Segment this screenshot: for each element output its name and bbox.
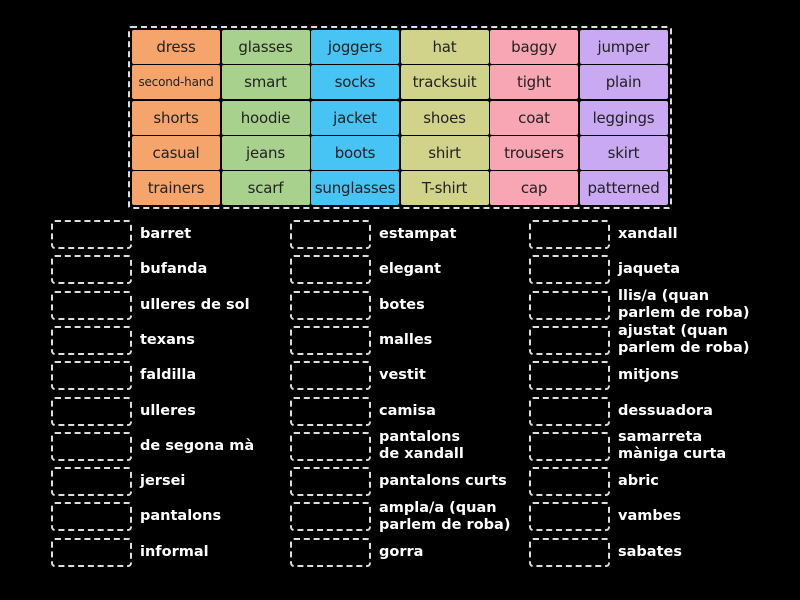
drop-slot[interactable] xyxy=(529,537,610,567)
word-tile[interactable]: glasses xyxy=(221,30,310,64)
drop-slot[interactable] xyxy=(51,431,132,461)
drop-slot[interactable] xyxy=(290,537,371,567)
target-label: camisa xyxy=(379,402,436,419)
drop-slot[interactable] xyxy=(290,502,371,532)
word-tile[interactable]: smart xyxy=(221,65,310,100)
drop-slot[interactable] xyxy=(51,361,132,391)
target-label: gorra xyxy=(379,543,424,560)
target-label: dessuadora xyxy=(618,402,713,419)
target-label: vestit xyxy=(379,367,426,384)
drop-slot[interactable] xyxy=(290,290,371,320)
word-tile[interactable]: trousers xyxy=(490,135,578,170)
word-tile[interactable]: jeans xyxy=(221,135,310,170)
target-label: texans xyxy=(140,331,195,348)
drop-slot[interactable] xyxy=(290,325,371,355)
drop-slot[interactable] xyxy=(51,255,132,285)
target-label: jaqueta xyxy=(618,261,681,278)
target-label: informal xyxy=(140,543,209,560)
word-tile[interactable]: baggy xyxy=(490,30,578,64)
target-label: ulleres de sol xyxy=(140,296,250,313)
drop-slot[interactable] xyxy=(290,467,371,497)
word-tile[interactable]: socks xyxy=(311,65,399,100)
drop-slot[interactable] xyxy=(529,325,610,355)
word-tile[interactable]: jacket xyxy=(311,100,399,135)
target-label: malles xyxy=(379,331,433,348)
word-tile[interactable]: plain xyxy=(579,65,668,100)
target-label: jersei xyxy=(140,473,186,490)
word-tile[interactable]: trainers xyxy=(132,171,220,206)
word-tile[interactable]: shoes xyxy=(400,100,489,135)
target-label: pantalons curts xyxy=(379,473,507,490)
target-label: mitjons xyxy=(618,367,679,384)
drop-slot[interactable] xyxy=(51,290,132,320)
drop-slot[interactable] xyxy=(290,220,371,249)
drop-slot[interactable] xyxy=(51,537,132,567)
target-label: pantalons xyxy=(140,508,222,525)
target-label: ajustat (quan parlem de roba) xyxy=(618,323,750,357)
word-tile[interactable]: tracksuit xyxy=(400,65,489,100)
drop-slot[interactable] xyxy=(529,220,610,249)
drop-slot[interactable] xyxy=(529,467,610,497)
target-label: botes xyxy=(379,296,425,313)
target-label: llis/a (quan parlem de roba) xyxy=(618,288,750,322)
drop-slot[interactable] xyxy=(290,396,371,426)
drop-slot[interactable] xyxy=(529,290,610,320)
target-label: pantalons de xandall xyxy=(379,429,464,463)
drop-slot[interactable] xyxy=(51,502,132,532)
drop-slot[interactable] xyxy=(290,431,371,461)
word-tile[interactable]: leggings xyxy=(579,100,668,135)
word-tile[interactable]: sunglasses xyxy=(311,171,399,206)
word-tile[interactable]: hoodie xyxy=(221,100,310,135)
drop-slot[interactable] xyxy=(51,396,132,426)
word-tile[interactable]: joggers xyxy=(311,30,399,64)
target-label: sabates xyxy=(618,543,682,560)
tile-area xyxy=(128,26,672,209)
drop-slot[interactable] xyxy=(290,255,371,285)
word-tile[interactable]: skirt xyxy=(579,135,668,170)
word-tile[interactable]: scarf xyxy=(221,171,310,206)
target-label: de segona mà xyxy=(140,437,255,454)
target-label: barret xyxy=(140,226,192,242)
drop-slot[interactable] xyxy=(529,502,610,532)
target-label: estampat xyxy=(379,226,457,242)
target-label: elegant xyxy=(379,261,442,278)
word-tile[interactable]: hat xyxy=(400,30,489,64)
drop-slot[interactable] xyxy=(529,431,610,461)
target-label: bufanda xyxy=(140,261,208,278)
word-tile[interactable]: boots xyxy=(311,135,399,170)
drop-slot[interactable] xyxy=(51,325,132,355)
drop-slot[interactable] xyxy=(529,396,610,426)
word-tile[interactable]: shirt xyxy=(400,135,489,170)
word-tile[interactable]: dress xyxy=(132,30,220,64)
drop-slot[interactable] xyxy=(51,220,132,249)
word-tile[interactable]: jumper xyxy=(579,30,668,64)
target-label: ampla/a (quan parlem de roba) xyxy=(379,499,511,533)
word-tile[interactable]: cap xyxy=(490,171,578,206)
word-tile[interactable]: shorts xyxy=(132,100,220,135)
word-tile[interactable]: T-shirt xyxy=(400,171,489,206)
target-label: ulleres xyxy=(140,402,196,419)
target-label: faldilla xyxy=(140,367,197,384)
word-tile[interactable]: patterned xyxy=(579,171,668,206)
target-label: vambes xyxy=(618,508,682,525)
word-tile[interactable]: tight xyxy=(490,65,578,100)
drop-slot[interactable] xyxy=(51,467,132,497)
word-tile[interactable]: second-hand xyxy=(132,65,220,100)
target-label: xandall xyxy=(618,226,678,242)
drop-slot[interactable] xyxy=(529,255,610,285)
word-tile[interactable]: casual xyxy=(132,135,220,170)
target-label: abric xyxy=(618,473,659,490)
target-label: samarreta màniga curta xyxy=(618,429,727,463)
drop-slot[interactable] xyxy=(290,361,371,391)
word-tile[interactable]: coat xyxy=(490,100,578,135)
drop-slot[interactable] xyxy=(529,361,610,391)
